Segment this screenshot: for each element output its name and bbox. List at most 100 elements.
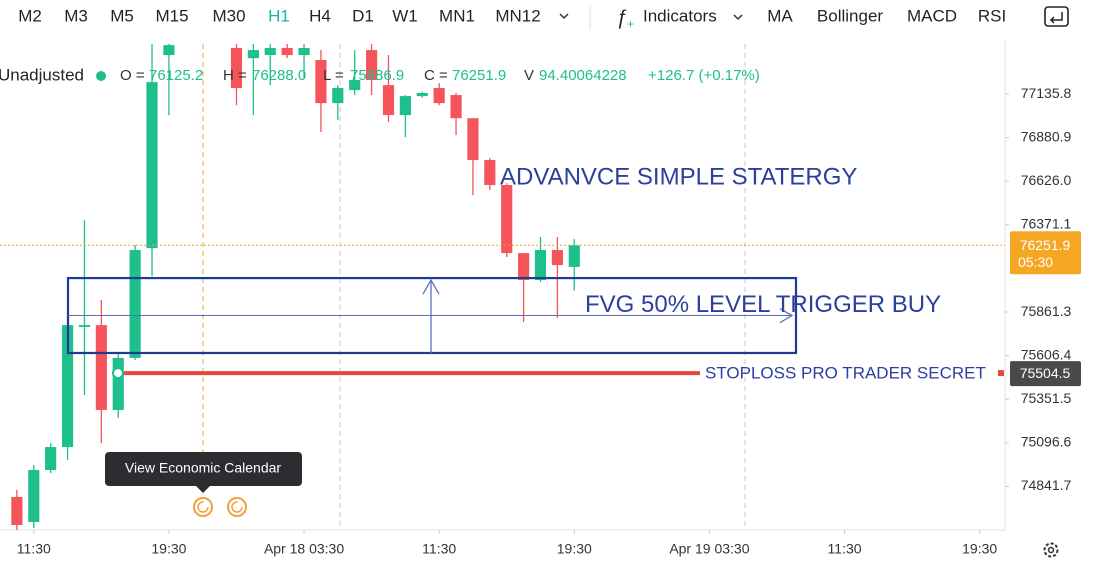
indicators-icon[interactable]: ƒ + [616, 6, 634, 31]
timeframe-chevron[interactable] [559, 13, 569, 20]
tooltip: View Economic Calendar [105, 452, 302, 493]
candle-body [61, 325, 74, 448]
timeframe-button[interactable]: D1 [352, 6, 374, 25]
candle-body [534, 250, 547, 280]
candle-body [95, 325, 107, 410]
y-tick-label: 74841.7 [1021, 477, 1072, 493]
candle-body [281, 48, 293, 56]
candle-body [484, 160, 496, 186]
candle-body [399, 96, 411, 116]
timeframe-button[interactable]: M2 [18, 6, 42, 25]
strategy-title: ADVANVCE SIMPLE STATERGY [500, 163, 857, 190]
timeframe-button[interactable]: M15 [155, 6, 188, 25]
timeframe-button[interactable]: W1 [392, 6, 418, 25]
candle-body [332, 88, 344, 104]
indicator-button[interactable]: MA [767, 6, 793, 25]
tooltip-pointer [196, 486, 210, 493]
candle-body [112, 357, 124, 410]
legend-label: O = [120, 67, 145, 84]
candle-body [146, 82, 158, 249]
event-circle [227, 497, 247, 517]
candle-body [28, 469, 40, 522]
x-tick-label: 11:30 [422, 541, 456, 557]
legend-label: L = [323, 67, 344, 84]
candle-body [416, 93, 428, 97]
candle-body [264, 48, 276, 56]
candle-body [230, 48, 243, 89]
timeframe-button[interactable]: H1 [268, 6, 290, 25]
candle-body [382, 85, 395, 116]
legend-value: 94.40064228 [539, 67, 627, 84]
y-tick-label: 76626.0 [1021, 172, 1072, 188]
x-tick-label: Apr 19 03:30 [669, 541, 749, 557]
up-arrow-head [422, 278, 440, 295]
candle-body [78, 325, 91, 327]
candle-body [163, 45, 175, 56]
candle-body [45, 447, 57, 470]
indicator-button[interactable]: MACD [907, 6, 957, 25]
icon-frame [1044, 6, 1069, 27]
x-tick-label: 19:30 [557, 541, 592, 557]
stoploss-marker [998, 370, 1004, 377]
candle-body [501, 185, 513, 254]
timeframe-button[interactable]: M3 [64, 6, 88, 25]
stoploss-handle[interactable] [112, 367, 124, 380]
plot-area [11, 44, 580, 530]
legend-label: H = [223, 67, 247, 84]
indicator-button[interactable]: RSI [978, 6, 1006, 25]
candle-body [298, 48, 310, 56]
y-tick-label: 77135.8 [1021, 85, 1072, 101]
indicators-chevron [733, 14, 743, 21]
event-glyph [197, 501, 209, 513]
fvg-label: FVG 50% LEVEL TRIGGER BUY [585, 291, 941, 318]
y-tick-label: 75861.3 [1021, 303, 1072, 319]
candle-body [315, 60, 327, 104]
settings-icon[interactable] [1043, 542, 1059, 558]
event-marker[interactable] [193, 497, 213, 517]
legend-label: C = [424, 67, 448, 84]
timeframe-button[interactable]: M5 [110, 6, 134, 25]
candle-body [129, 250, 141, 358]
last-price-tag [1010, 231, 1081, 275]
x-tick-label: 19:30 [151, 541, 186, 557]
legend-change: +126.7 (+0.17%) [648, 67, 760, 84]
tooltip-box [105, 452, 302, 486]
event-circle [193, 497, 213, 517]
candle-body [568, 245, 580, 267]
status-dot [96, 71, 106, 81]
timeframe-button[interactable]: MN12 [495, 6, 540, 25]
stoploss-label: STOPLOSS PRO TRADER SECRET [705, 364, 986, 383]
exit-fullscreen-icon[interactable] [1044, 6, 1069, 27]
event-marker[interactable] [227, 497, 247, 517]
candle-body [551, 250, 563, 266]
candle-body [349, 80, 361, 91]
x-tick-label: 19:30 [962, 541, 997, 557]
event-glyph [231, 501, 243, 513]
y-tick-label: 75096.6 [1021, 434, 1072, 450]
tooltip-text: View Economic Calendar [125, 460, 281, 476]
icon-arrow [1049, 12, 1063, 24]
legend-value: 76251.9 [452, 67, 506, 84]
x-tick-label: 11:30 [17, 541, 51, 557]
y-tick-label: 75606.4 [1021, 346, 1072, 362]
legend-value: 76288.0 [252, 67, 306, 84]
y-tick-label: 76371.1 [1021, 216, 1072, 232]
last-price-label: 76251.9 [1020, 237, 1071, 253]
timeframe-button[interactable]: H4 [309, 6, 331, 25]
candle-body [247, 50, 259, 59]
candle-body [467, 118, 479, 161]
candle-body [518, 253, 530, 280]
timeframe-button[interactable]: MN1 [439, 6, 475, 25]
y-tick-label: 76880.9 [1021, 128, 1072, 144]
timeframe-button[interactable]: M30 [212, 6, 245, 25]
x-tick-label: 11:30 [828, 541, 862, 557]
fx-glyph: ƒ [616, 6, 627, 28]
gear-teeth [1043, 542, 1059, 558]
indicator-button[interactable]: Bollinger [817, 6, 883, 25]
countdown-label: 05:30 [1018, 254, 1053, 270]
legend-value: 75986.9 [350, 67, 404, 84]
indicators-button[interactable]: Indicators [643, 6, 717, 25]
stoploss-price-label: 75504.5 [1020, 365, 1071, 381]
